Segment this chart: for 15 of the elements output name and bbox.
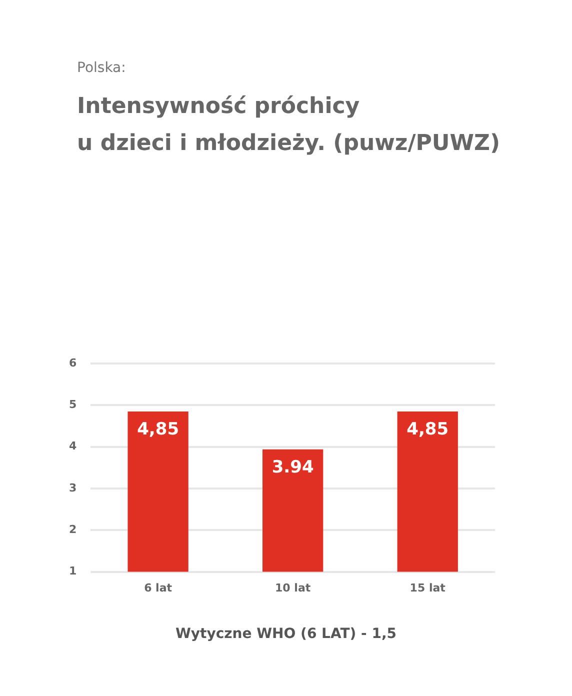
x-tick-label: 10 lat (275, 581, 311, 594)
data-label: 4,85 (137, 419, 180, 440)
y-tick-label: 2 (69, 523, 77, 536)
y-tick-label: 6 (69, 356, 77, 370)
x-tick-label: 15 lat (410, 581, 446, 594)
text: Wytyczne WHO (6 LAT) - 1,5 (174, 626, 398, 642)
chart-subtitle: Polska: (77, 60, 126, 76)
data-label: 4,85 (406, 419, 449, 440)
x-tick-label: 6 lat (144, 581, 172, 594)
data-label: 3.94 (272, 457, 314, 478)
y-tick-label: 1 (69, 564, 77, 578)
y-tick-label: 3 (69, 481, 77, 494)
chart-title: Intensywność próchicy u dzieci i młodzieży. (puwz/PUWZ) (77, 93, 500, 158)
y-tick-label: 5 (69, 398, 77, 412)
y-tick-label: 4 (69, 440, 77, 453)
